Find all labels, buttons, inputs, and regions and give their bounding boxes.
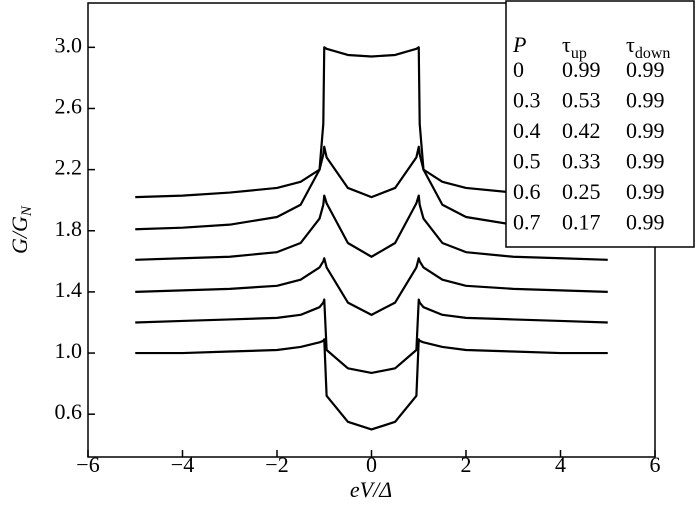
- legend-header: P: [512, 32, 526, 57]
- legend-cell: 0.5: [513, 149, 541, 174]
- legend-cell: 0.25: [562, 179, 601, 204]
- legend-cell: 0.99: [626, 210, 665, 235]
- legend-header: τup: [562, 32, 587, 62]
- legend-header-main: τ: [626, 32, 635, 57]
- legend-cell: 0.99: [626, 88, 665, 113]
- legend-cell: 0.33: [562, 149, 601, 174]
- legend-cell: 0.17: [562, 210, 601, 235]
- x-axis-label: eV/Δ: [350, 477, 392, 502]
- x-tick-label: 2: [461, 452, 472, 477]
- y-tick-label: 2.6: [55, 94, 83, 119]
- y-axis-label: G/GN: [7, 205, 35, 254]
- y-label-sub: N: [19, 205, 35, 217]
- x-tick-label: 0: [366, 452, 377, 477]
- legend-cell: 0.99: [626, 118, 665, 143]
- legend-cell: 0.7: [513, 210, 541, 235]
- legend-cell: 0.53: [562, 88, 601, 113]
- legend-header-main: τ: [562, 32, 571, 57]
- x-tick-label: −4: [171, 452, 194, 477]
- legend-cell: 0.3: [513, 88, 541, 113]
- x-tick-label: 6: [650, 452, 661, 477]
- legend-header: τdown: [626, 32, 670, 62]
- legend-header-sub: down: [635, 45, 671, 62]
- x-tick-label: 4: [555, 452, 566, 477]
- curve: [135, 145, 608, 231]
- legend-cell: 0: [513, 57, 524, 82]
- y-tick-label: 3.0: [55, 32, 83, 57]
- legend-cell: 0.99: [562, 57, 601, 82]
- y-tick-label: 0.6: [55, 399, 83, 424]
- x-tick-label: −2: [265, 452, 288, 477]
- curve: [135, 257, 608, 316]
- legend-cell: 0.99: [626, 57, 665, 82]
- y-label-main: G/G: [7, 216, 32, 254]
- legend-cell: 0.6: [513, 179, 541, 204]
- legend-header-main: P: [512, 32, 526, 57]
- legend-header-sub: up: [571, 45, 587, 62]
- curve: [135, 194, 608, 261]
- curve: [135, 46, 608, 199]
- y-tick-label: 1.8: [55, 216, 83, 241]
- x-tick-label: −6: [76, 452, 99, 477]
- y-tick-label: 1.0: [55, 338, 83, 363]
- legend-box: [505, 0, 695, 248]
- legend-cell: 0.99: [626, 149, 665, 174]
- y-tick-label: 2.2: [55, 155, 83, 180]
- curve: [135, 338, 608, 431]
- plot-area: −6 −4 −2 0 2 4 6 0.6 1.0 1.4 1.8 2.2 2.6 3.0: [55, 32, 661, 477]
- curve: [135, 298, 608, 375]
- legend-cell: 0.99: [626, 179, 665, 204]
- y-tick-label: 1.4: [55, 277, 83, 302]
- legend-cell: 0.42: [562, 118, 601, 143]
- legend-cell: 0.4: [513, 118, 541, 143]
